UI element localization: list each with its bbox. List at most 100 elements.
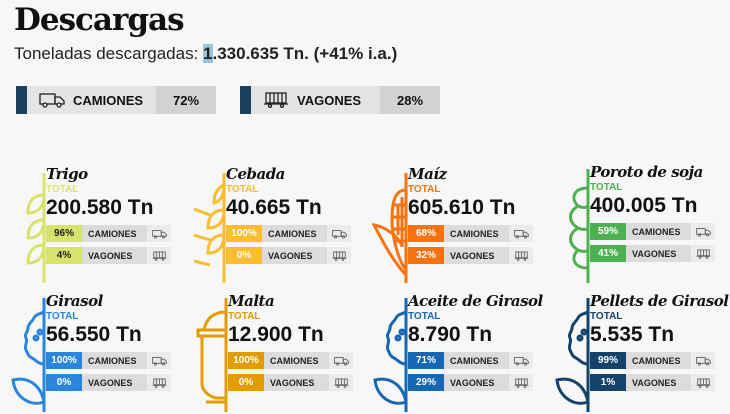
soybean-icon bbox=[569, 169, 590, 283]
camiones-label: CAMIONES bbox=[82, 352, 147, 369]
camiones-label: CAMIONES bbox=[626, 223, 691, 240]
sunflower-icon bbox=[11, 298, 46, 412]
crop-name: Trigo bbox=[46, 165, 88, 183]
crop-total: 40.665 Tn bbox=[226, 196, 322, 219]
crop-card-5: Malta TOTAL 12.900 Tn 100% CAMIONES 0% VAG… bbox=[192, 292, 372, 412]
crop-card-2: Maíz TOTAL 605.610 Tn 68% CAMIONES 32% VAG… bbox=[372, 165, 552, 285]
railcar-icon bbox=[264, 92, 288, 108]
camiones-row: 100% CAMIONES bbox=[228, 352, 353, 369]
mode-camiones: CAMIONES 72% bbox=[16, 86, 216, 114]
truck-icon bbox=[39, 93, 65, 108]
vagones-row: 32% VAGONES bbox=[408, 247, 533, 264]
vagones-row: 0% VAGONES bbox=[228, 374, 353, 391]
vagones-row: 1% VAGONES bbox=[590, 374, 715, 391]
camiones-pct: 68% bbox=[408, 225, 444, 242]
accent-bar bbox=[16, 86, 27, 114]
railcar-icon bbox=[696, 377, 710, 388]
vagones-label: VAGONES bbox=[444, 374, 509, 391]
camiones-pct: 100% bbox=[228, 352, 264, 369]
vagones-label: VAGONES bbox=[626, 245, 691, 262]
vagones-row: 4% VAGONES bbox=[46, 247, 171, 264]
summary-value: .330.635 Tn. bbox=[212, 44, 309, 63]
railcar-icon bbox=[332, 251, 346, 261]
crop-name: Pellets de Girasol bbox=[590, 292, 729, 310]
mode-label: CAMIONES bbox=[73, 92, 144, 108]
vagones-pct: 0% bbox=[46, 374, 82, 391]
mode-pct: 28% bbox=[380, 86, 440, 114]
total-label: TOTAL bbox=[408, 311, 441, 322]
barley-icon bbox=[193, 173, 226, 283]
crop-total: 400.005 Tn bbox=[590, 194, 698, 217]
total-label: TOTAL bbox=[408, 184, 441, 195]
camiones-row: 100% CAMIONES bbox=[46, 352, 171, 369]
crop-total: 5.535 Tn bbox=[590, 323, 675, 346]
summary-change: (+41% i.a.) bbox=[313, 44, 398, 63]
vagones-label: VAGONES bbox=[262, 247, 327, 264]
crop-name: Cebada bbox=[226, 165, 285, 183]
crop-total: 605.610 Tn bbox=[408, 196, 516, 219]
vagones-label: VAGONES bbox=[82, 374, 147, 391]
truck-icon bbox=[151, 356, 167, 365]
total-label: TOTAL bbox=[228, 311, 261, 322]
camiones-label: CAMIONES bbox=[262, 225, 327, 242]
camiones-label: CAMIONES bbox=[82, 225, 147, 242]
wheat-icon bbox=[26, 173, 46, 283]
railcar-icon bbox=[514, 377, 528, 388]
camiones-row: 96% CAMIONES bbox=[46, 225, 171, 242]
summary-label: Toneladas descargadas: bbox=[14, 44, 199, 63]
crop-name: Aceite de Girasol bbox=[408, 292, 543, 310]
vagones-label: VAGONES bbox=[444, 247, 509, 264]
truck-icon bbox=[695, 227, 711, 236]
vagones-pct: 0% bbox=[226, 247, 262, 264]
camiones-pct: 71% bbox=[408, 352, 444, 369]
corn-icon bbox=[372, 173, 408, 283]
railcar-icon bbox=[696, 249, 710, 259]
crop-card-7: Pellets de Girasol TOTAL 5.535 Tn 99% CAM… bbox=[554, 292, 730, 412]
truck-icon bbox=[333, 356, 349, 365]
crop-name: Girasol bbox=[46, 292, 103, 310]
sunflower-icon bbox=[555, 298, 590, 412]
vagones-label: VAGONES bbox=[264, 374, 329, 391]
railcar-icon bbox=[334, 377, 348, 388]
crop-total: 8.790 Tn bbox=[408, 323, 493, 346]
vagones-row: 0% VAGONES bbox=[226, 247, 351, 264]
crop-total: 200.580 Tn bbox=[46, 196, 154, 219]
total-summary: Toneladas descargadas: 1.330.635 Tn. (+4… bbox=[14, 44, 397, 64]
railcar-icon bbox=[152, 251, 166, 261]
crop-card-6: Aceite de Girasol TOTAL 8.790 Tn 71% CAMI… bbox=[372, 292, 552, 412]
camiones-pct: 100% bbox=[46, 352, 82, 369]
crop-card-1: Cebada TOTAL 40.665 Tn 100% CAMIONES 0% VA… bbox=[190, 165, 370, 285]
vagones-pct: 41% bbox=[590, 245, 626, 262]
vagones-row: 41% VAGONES bbox=[590, 245, 715, 262]
railcar-icon bbox=[514, 251, 528, 261]
total-label: TOTAL bbox=[226, 184, 259, 195]
total-label: TOTAL bbox=[590, 182, 623, 193]
truck-icon bbox=[151, 229, 167, 238]
camiones-row: 100% CAMIONES bbox=[226, 225, 351, 242]
page-title: Descargas bbox=[14, 2, 185, 38]
vagones-pct: 29% bbox=[408, 374, 444, 391]
crop-name: Malta bbox=[228, 292, 275, 310]
malt-tank-icon bbox=[196, 298, 228, 412]
camiones-row: 99% CAMIONES bbox=[590, 352, 715, 369]
truck-icon bbox=[695, 356, 711, 365]
camiones-label: CAMIONES bbox=[626, 352, 691, 369]
vagones-row: 0% VAGONES bbox=[46, 374, 171, 391]
crop-name: Poroto de soja bbox=[590, 163, 703, 181]
mode-label: VAGONES bbox=[297, 92, 362, 108]
mode-pct: 72% bbox=[156, 86, 216, 114]
camiones-pct: 96% bbox=[46, 225, 82, 242]
vagones-row: 29% VAGONES bbox=[408, 374, 533, 391]
total-label: TOTAL bbox=[46, 184, 79, 195]
crop-card-4: Girasol TOTAL 56.550 Tn 100% CAMIONES 0% V… bbox=[10, 292, 190, 412]
vagones-pct: 1% bbox=[590, 374, 626, 391]
vagones-pct: 0% bbox=[228, 374, 264, 391]
camiones-label: CAMIONES bbox=[444, 225, 509, 242]
camiones-row: 68% CAMIONES bbox=[408, 225, 533, 242]
camiones-pct: 59% bbox=[590, 223, 626, 240]
sunflower-icon bbox=[373, 298, 408, 412]
camiones-pct: 99% bbox=[590, 352, 626, 369]
mode-vagones: VAGONES 28% bbox=[240, 86, 440, 114]
accent-bar bbox=[240, 86, 251, 114]
vagones-pct: 32% bbox=[408, 247, 444, 264]
